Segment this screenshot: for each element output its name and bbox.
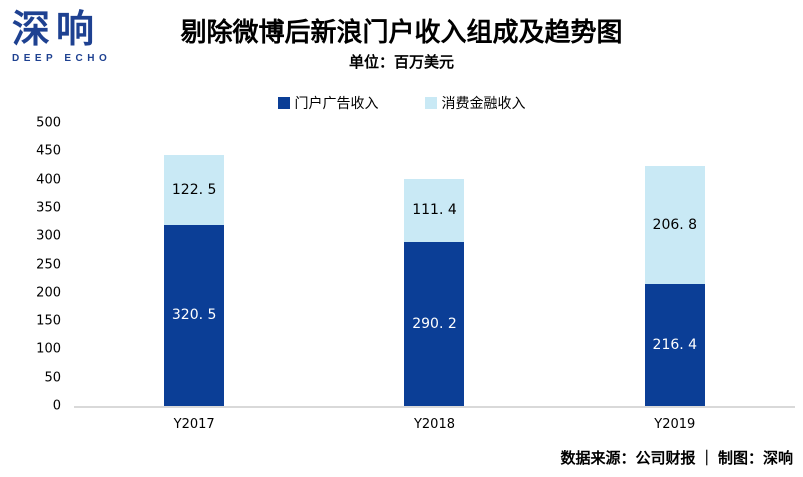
y-tick-label: 100	[36, 341, 61, 357]
bar-value-label: 216. 4	[652, 336, 698, 353]
legend-item-0: 门户广告收入	[277, 93, 379, 113]
bar-groups: 122. 5 320. 5 111. 4 290. 2 206. 8 216. 4	[74, 123, 795, 406]
y-tick-label: 400	[36, 172, 61, 188]
y-tick-label: 450	[36, 143, 61, 159]
bar-segment-consumer-finance: 111. 4	[404, 178, 465, 242]
legend: 门户广告收入 消费金融收入	[0, 93, 803, 113]
bar-segment-portal-ad: 290. 2	[404, 241, 465, 406]
legend-swatch-icon	[424, 97, 437, 109]
stacked-bar: 122. 5 320. 5	[164, 155, 225, 406]
bar-group-Y2017: 122. 5 320. 5	[74, 123, 314, 406]
y-tick-label: 50	[44, 370, 61, 386]
y-tick-label: 150	[36, 313, 61, 329]
x-axis: Y2017 Y2018 Y2019	[74, 417, 795, 432]
y-tick-label: 350	[36, 200, 61, 216]
bar-value-label: 320. 5	[171, 307, 217, 324]
logo-chinese-text: 深响	[12, 9, 101, 51]
chart-unit-label: 单位：百万美元	[348, 55, 454, 71]
y-tick-label: 0	[52, 398, 61, 414]
deep-echo-logo: 深响 DEEP ECHO	[12, 8, 111, 64]
bar-segment-portal-ad: 320. 5	[164, 224, 225, 406]
chart-title: 剔除微博后新浪门户收入组成及趋势图	[180, 18, 623, 47]
y-tick-label: 500	[36, 115, 61, 131]
x-tick-label: Y2017	[173, 417, 215, 432]
logo-english-text: DEEP ECHO	[12, 53, 112, 64]
legend-label: 门户广告收入	[294, 97, 379, 112]
y-tick-label: 200	[36, 285, 61, 301]
stacked-bar: 111. 4 290. 2	[404, 178, 465, 406]
legend-item-1: 消费金融收入	[424, 93, 526, 113]
plot-area: 122. 5 320. 5 111. 4 290. 2 206. 8 216. 4	[74, 123, 795, 408]
y-axis: 0 50 100 150 200 250 300 350 400 450 500	[0, 116, 61, 414]
bar-segment-consumer-finance: 206. 8	[644, 166, 705, 284]
x-tick-label: Y2019	[654, 417, 696, 432]
stacked-bar: 206. 8 216. 4	[644, 166, 705, 406]
y-tick-label: 300	[36, 228, 61, 244]
bar-value-label: 122. 5	[171, 181, 217, 198]
bar-group-Y2018: 111. 4 290. 2	[314, 123, 554, 406]
legend-label: 消费金融收入	[441, 97, 526, 112]
bar-segment-consumer-finance: 122. 5	[164, 155, 225, 225]
bar-value-label: 206. 8	[652, 217, 698, 233]
x-tick-label: Y2018	[413, 417, 455, 432]
legend-swatch-icon	[277, 97, 290, 109]
bar-segment-portal-ad: 216. 4	[644, 283, 705, 406]
source-note: 数据来源：公司财报 ｜ 制图：深响	[560, 451, 793, 467]
bar-group-Y2019: 206. 8 216. 4	[555, 123, 795, 406]
bar-value-label: 290. 2	[412, 315, 457, 332]
y-tick-label: 250	[36, 257, 61, 272]
bar-value-label: 111. 4	[412, 202, 457, 219]
